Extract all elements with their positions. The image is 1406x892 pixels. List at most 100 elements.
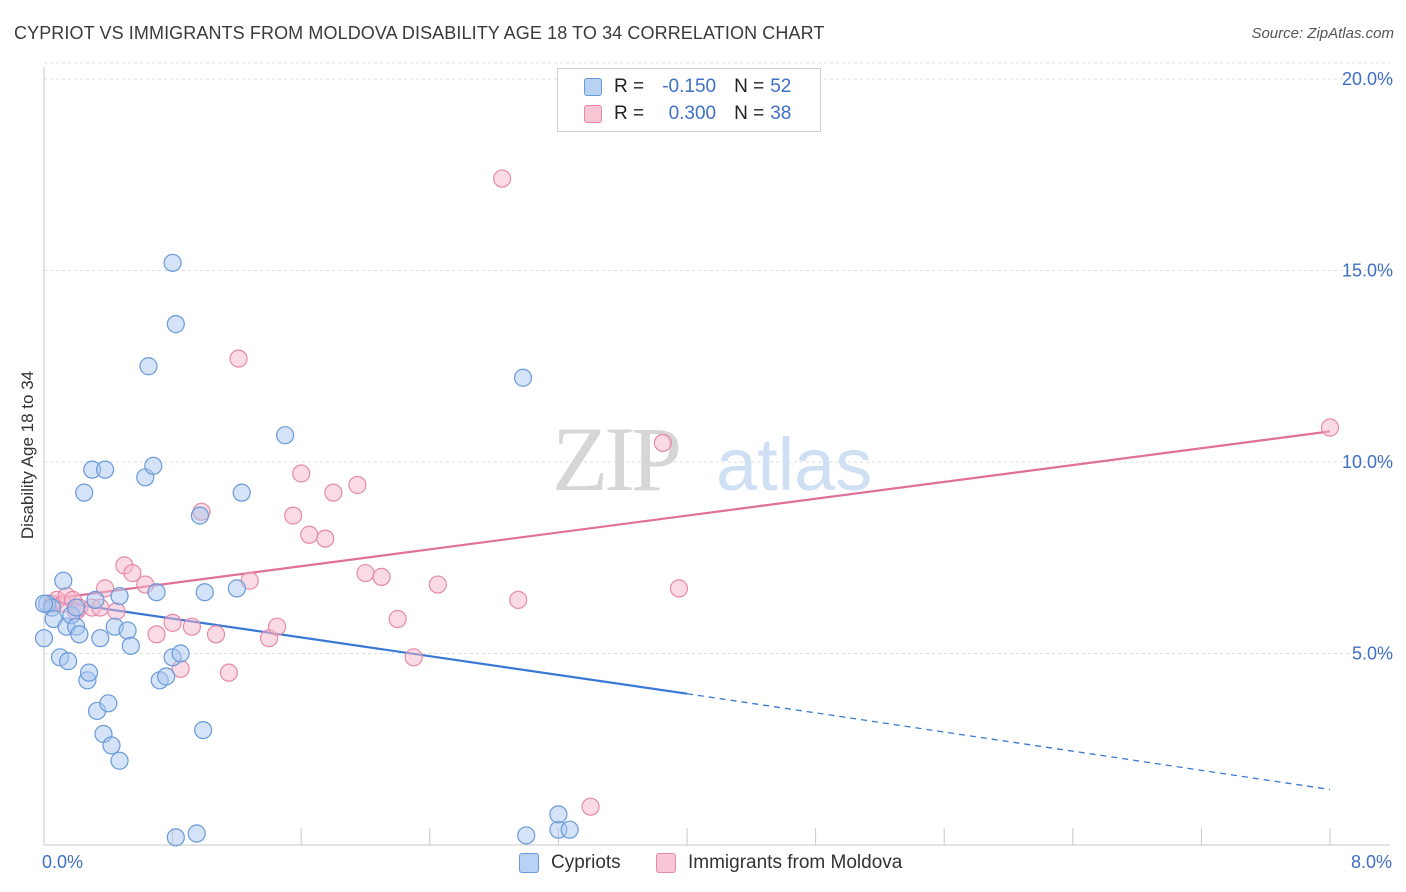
moldova-point <box>1320 418 1340 437</box>
moldova-point <box>372 567 391 587</box>
legend-row-cypriots: R = -0.150 N = 52 <box>584 75 791 99</box>
legend-n-value: 38 <box>770 103 792 124</box>
y-tick-label: 5.0% <box>1352 644 1393 664</box>
legend-swatch-blue <box>584 78 602 96</box>
cypriot-point <box>513 368 533 387</box>
moldova-point <box>428 575 447 594</box>
cypriot-point <box>34 629 54 648</box>
cypriot-point <box>59 652 78 671</box>
moldova-point <box>147 625 166 644</box>
cypriot-point <box>95 460 115 479</box>
legend-n-label: N = <box>734 103 765 124</box>
chart-title: CYPRIOT VS IMMIGRANTS FROM MOLDOVA DISAB… <box>14 23 825 43</box>
cypriot-trendline-extension <box>686 693 1331 791</box>
moldova-point <box>163 613 182 632</box>
watermark-atlas: atlas <box>716 423 872 506</box>
cypriot-point <box>560 820 579 839</box>
cypriot-point <box>54 571 73 590</box>
legend-row-moldova: R = 0.300 N = 38 <box>584 102 791 126</box>
cypriot-point <box>139 357 158 376</box>
cypriot-point <box>187 824 206 843</box>
y-tick-labels: 5.0% 10.0% 15.0% 20.0% <box>1342 69 1393 664</box>
y-tick-label: 20.0% <box>1342 69 1393 89</box>
source-label: Source: ZipAtlas.com <box>1251 25 1394 42</box>
moldova-point <box>267 617 287 636</box>
moldova-point <box>316 529 335 548</box>
moldova-point <box>107 602 126 621</box>
watermark: ZIP atlas <box>552 408 872 510</box>
legend-r-label: R = <box>614 103 645 124</box>
legend-n-label: N = <box>734 76 765 97</box>
cypriot-point <box>99 694 118 713</box>
cypriot-point <box>517 826 536 845</box>
moldova-point <box>123 563 142 583</box>
moldova-point <box>229 349 248 368</box>
cypriot-point <box>75 483 94 502</box>
cypriot-point <box>232 483 251 502</box>
series-label-cypriots: Cypriots <box>551 852 621 873</box>
cypriot-point <box>195 583 214 602</box>
trendlines <box>43 430 1331 791</box>
series-legend-cypriots: Cypriots <box>519 852 621 874</box>
cypriot-point <box>121 636 140 655</box>
moldova-point <box>348 475 367 495</box>
cypriot-point <box>86 590 105 609</box>
legend-swatch-pink <box>584 105 602 123</box>
cypriot-point <box>166 315 185 334</box>
cypriot-point <box>144 456 163 475</box>
cypriot-point <box>190 506 210 525</box>
cypriot-point <box>171 644 190 663</box>
legend-r-value: -0.150 <box>662 76 717 97</box>
moldova-point <box>388 609 407 629</box>
moldova-point <box>356 563 375 583</box>
moldova-point <box>300 525 319 544</box>
moldova-point <box>509 590 528 609</box>
cypriot-point <box>34 594 54 613</box>
cypriot-point <box>157 667 176 686</box>
watermark-zip: ZIP <box>552 408 679 510</box>
cypriot-point <box>79 663 99 682</box>
legend-n-value: 52 <box>770 76 792 97</box>
cypriot-point <box>147 583 166 602</box>
cypriot-point <box>91 629 110 648</box>
moldova-point <box>292 464 311 483</box>
moldova-point <box>653 433 672 452</box>
moldova-point <box>493 169 512 188</box>
moldova-point <box>284 506 303 525</box>
cypriot-points <box>34 253 579 847</box>
cypriot-trendline <box>43 598 688 695</box>
x-tick-label-max: 8.0% <box>1350 852 1392 872</box>
legend-r-value: 0.300 <box>668 103 717 124</box>
series-legend: Cypriots Immigrants from Moldova <box>0 852 1406 878</box>
series-label-moldova: Immigrants from Moldova <box>688 852 903 873</box>
moldova-point <box>219 663 238 682</box>
moldova-point <box>324 483 343 502</box>
legend-r-label: R = <box>614 76 645 97</box>
y-axis-label: Disability Age 18 to 34 <box>18 370 37 540</box>
moldova-point <box>182 617 201 636</box>
cypriot-point <box>166 828 185 847</box>
cypriot-point <box>102 736 121 755</box>
moldova-trendline <box>43 430 1331 601</box>
cypriot-point <box>67 598 86 617</box>
cypriot-point <box>227 579 246 598</box>
y-tick-label: 15.0% <box>1342 261 1393 281</box>
cypriot-point <box>110 751 129 770</box>
correlation-legend: R = -0.150 N = 52 R = 0.300 N = 38 <box>557 68 821 132</box>
series-swatch-pink <box>656 853 676 873</box>
series-swatch-blue <box>519 853 539 873</box>
cypriot-point <box>70 625 89 644</box>
cypriot-point <box>549 805 568 824</box>
y-tick-label: 10.0% <box>1342 452 1393 472</box>
cypriot-point <box>163 253 182 272</box>
cypriot-point <box>276 426 295 445</box>
cypriot-point <box>194 720 213 740</box>
series-legend-moldova: Immigrants from Moldova <box>656 852 902 874</box>
moldova-point <box>669 579 689 598</box>
x-tick-label-min: 0.0% <box>42 852 84 872</box>
axes <box>43 67 1390 846</box>
moldova-point <box>404 648 423 667</box>
moldova-point <box>206 625 226 644</box>
cypriot-point <box>110 586 129 606</box>
